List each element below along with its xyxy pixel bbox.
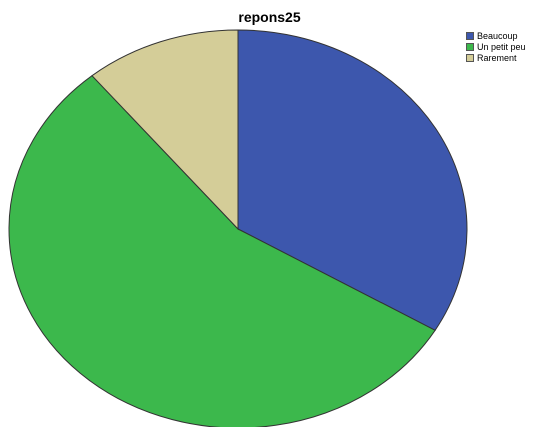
legend-swatch bbox=[466, 53, 474, 62]
legend-item: Beaucoup bbox=[466, 30, 526, 41]
legend-item: Rarement bbox=[466, 52, 526, 63]
legend-label: Beaucoup bbox=[477, 30, 518, 41]
legend-item: Un petit peu bbox=[466, 41, 526, 52]
chart-title: repons25 bbox=[238, 9, 301, 25]
legend-label: Rarement bbox=[477, 52, 517, 63]
pie-slice-rarement bbox=[91, 29, 239, 231]
pie-slice-beaucoup bbox=[237, 29, 468, 331]
legend-label: Un petit peu bbox=[477, 41, 526, 52]
legend: Beaucoup Un petit peu Rarement bbox=[466, 30, 526, 63]
legend-swatch bbox=[466, 42, 474, 51]
pie-slice-un-petit-peu bbox=[8, 75, 436, 427]
legend-swatch bbox=[466, 31, 474, 40]
